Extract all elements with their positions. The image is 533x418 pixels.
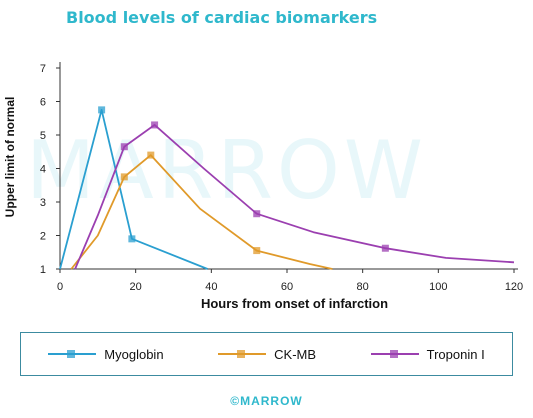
legend-marker <box>67 350 76 358</box>
chart-title: Blood levels of cardiac biomarkers <box>66 8 378 27</box>
legend-label-ck-mb: CK-MB <box>274 346 317 362</box>
y-tick-label: 5 <box>40 130 46 142</box>
chart-markers <box>98 106 389 255</box>
x-tick-label: 20 <box>130 281 142 293</box>
x-tick-label: 0 <box>57 281 63 293</box>
x-tick-label: 120 <box>505 281 523 293</box>
x-tick-label: 100 <box>429 281 447 293</box>
legend-label-myoglobin: Myoglobin <box>104 346 164 362</box>
y-tick-label: 7 <box>40 63 46 75</box>
legend-item-troponin-i: Troponin I <box>370 346 485 362</box>
watermark: MARROW <box>26 124 427 217</box>
chart-series <box>59 109 515 270</box>
y-tick-label: 2 <box>40 231 46 243</box>
chart-ticks: 1 2 3 4 5 6 7 0 20 40 60 80 100 120 <box>40 63 523 293</box>
legend-label-troponin-i: Troponin I <box>426 346 485 362</box>
data-point-ck-mb <box>120 173 128 181</box>
data-point-myoglobin <box>98 106 106 114</box>
footer-brand: ©MARROW <box>230 394 303 408</box>
legend-marker <box>237 350 246 358</box>
y-tick-label: 4 <box>40 164 46 176</box>
data-point-troponin-i <box>381 244 389 252</box>
data-point-ck-mb <box>147 151 155 159</box>
data-point-troponin-i <box>151 121 159 129</box>
legend-item-ck-mb: CK-MB <box>218 347 316 362</box>
y-axis-label: Upper limit of normal <box>3 97 17 218</box>
legend-item-myoglobin: Myoglobin <box>48 346 164 362</box>
x-tick-label: 80 <box>357 281 369 293</box>
x-tick-label: 60 <box>281 281 293 293</box>
legend-marker <box>389 350 398 358</box>
series-line-myoglobin <box>59 109 208 270</box>
series-line-troponin-i <box>74 124 515 270</box>
legend-swatch-troponin-i <box>370 350 419 358</box>
data-point-myoglobin <box>128 235 136 243</box>
chart-plot: 1 2 3 4 5 6 7 0 20 40 60 80 100 120 Upper limit of no… <box>3 62 523 293</box>
data-point-troponin-i <box>120 143 128 151</box>
x-tick-label: 40 <box>205 281 217 293</box>
series-line-ck-mb <box>70 154 333 270</box>
legend-swatch-myoglobin <box>48 350 97 358</box>
x-axis-label: Hours from onset of infarction <box>200 296 389 311</box>
legend-swatch-ck-mb <box>218 350 267 358</box>
data-point-ck-mb <box>253 247 261 255</box>
chart-axes <box>59 62 518 270</box>
data-point-troponin-i <box>253 210 261 218</box>
y-tick-label: 6 <box>40 97 46 109</box>
y-tick-label: 3 <box>40 197 46 209</box>
y-tick-label: 1 <box>40 264 46 276</box>
chart-legend: Myoglobin CK-MB Troponin I <box>20 332 513 376</box>
